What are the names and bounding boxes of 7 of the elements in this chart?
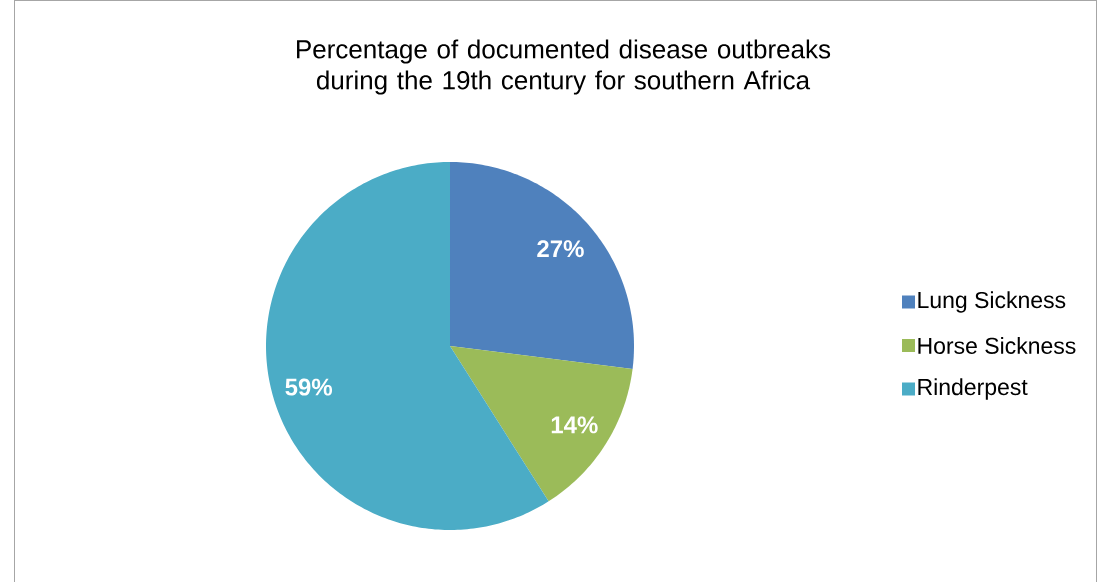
legend-label: Rinderpest	[918, 378, 1028, 400]
data-label: 14%	[551, 416, 598, 434]
data-label: 27%	[537, 240, 584, 258]
data-label: 59%	[285, 378, 333, 396]
chart-title: Percentage of documented disease outbreaks during the 19th century for southern Africa	[297, 39, 831, 95]
legend-label: Lung Sickness	[918, 291, 1066, 313]
legend-label: Horse Sickness	[918, 337, 1076, 354]
